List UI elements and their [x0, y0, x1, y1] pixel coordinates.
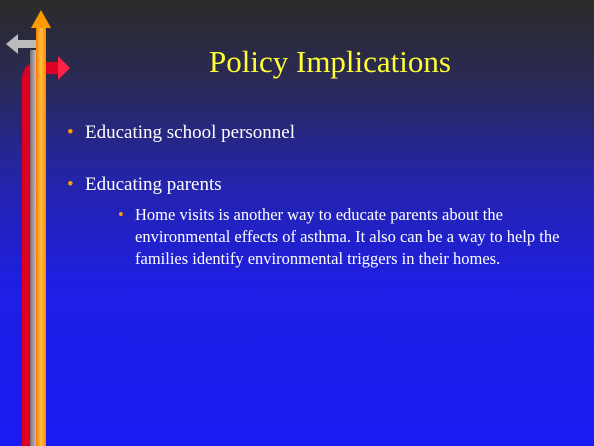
- decoration: [0, 0, 80, 446]
- bullet: Educating parents: [85, 174, 222, 196]
- page: Policy Implications Educating school per…: [0, 0, 594, 446]
- slide-title: Policy Implications: [90, 44, 570, 80]
- sub-bullet: Home visits is another way to educate pa…: [135, 204, 585, 270]
- slide: Policy Implications Educating school per…: [0, 0, 594, 446]
- bullet: Educating school personnel: [85, 122, 295, 144]
